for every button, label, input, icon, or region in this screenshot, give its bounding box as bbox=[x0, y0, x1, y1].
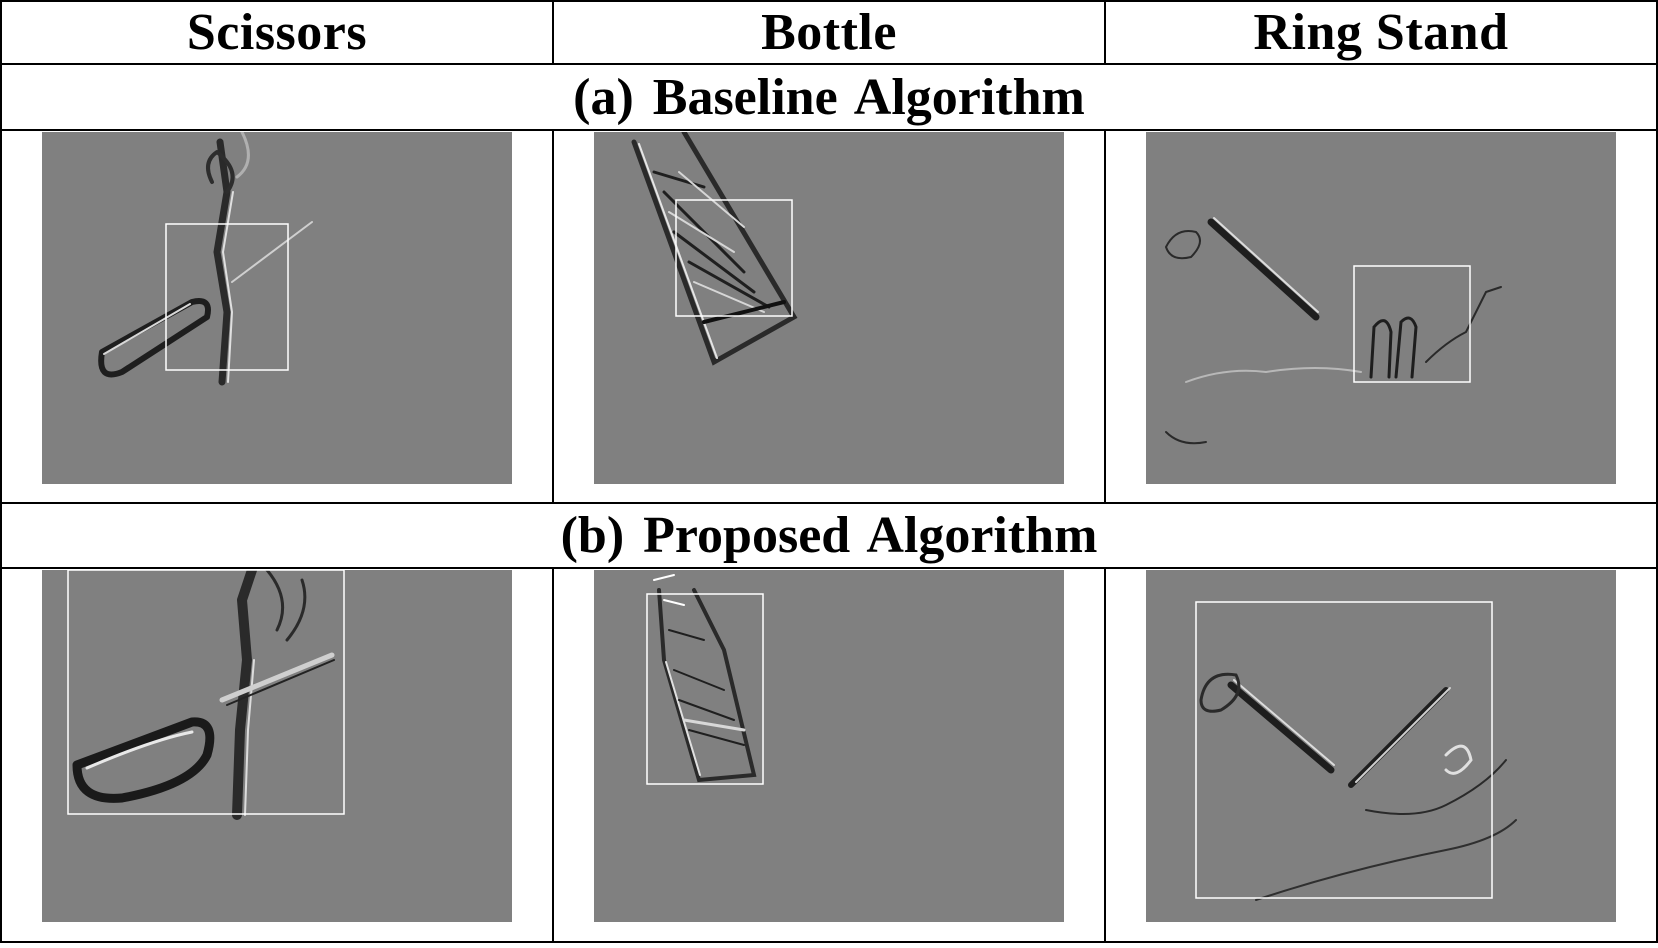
table-rule-bottom bbox=[0, 941, 1658, 943]
scissors-blade-shape bbox=[232, 570, 257, 820]
proposed-ring-stand-event-frame bbox=[1146, 570, 1616, 922]
table-rule-top bbox=[0, 0, 1658, 2]
proposed-scissors-event-frame bbox=[42, 570, 512, 922]
ring-stand-rod-shape bbox=[1227, 681, 1335, 774]
column-header-scissors: Scissors bbox=[186, 4, 368, 61]
baseline-scissors-bounding-box bbox=[165, 223, 289, 371]
scissors-handle-shape bbox=[72, 717, 215, 803]
bottle-outline-shape bbox=[657, 588, 757, 783]
baseline-ring-stand-image bbox=[1146, 132, 1616, 484]
table-rule-col2-row-b bbox=[1104, 567, 1106, 943]
table-rule-col1-row-a bbox=[552, 129, 554, 503]
proposed-ring-stand-image bbox=[1146, 570, 1616, 922]
table-rule-row-a bbox=[0, 502, 1658, 504]
table-rule-col1-header bbox=[552, 0, 554, 64]
column-header-bottle: Bottle bbox=[761, 4, 897, 61]
proposed-scissors-bounding-box bbox=[67, 570, 345, 815]
table-rule-caption-a bbox=[0, 129, 1658, 131]
scissors-handle-shape bbox=[98, 298, 211, 378]
baseline-ring-stand-bounding-box bbox=[1353, 265, 1471, 383]
baseline-bottle-event-frame bbox=[594, 132, 1064, 484]
proposed-bottle-event-frame bbox=[594, 570, 1064, 922]
bottle-outline-shape bbox=[631, 132, 798, 366]
table-rule-left bbox=[0, 0, 2, 943]
table-rule-header bbox=[0, 63, 1658, 65]
baseline-bottle-image bbox=[594, 132, 1064, 484]
baseline-scissors-event-frame bbox=[42, 132, 512, 484]
proposed-bottle-bounding-box bbox=[646, 593, 764, 785]
baseline-ring-stand-event-frame bbox=[1146, 132, 1616, 484]
table-rule-col1-row-b bbox=[552, 567, 554, 943]
proposed-scissors-image bbox=[42, 570, 512, 922]
table-rule-caption-b bbox=[0, 567, 1658, 569]
proposed-bottle-image bbox=[594, 570, 1064, 922]
scissors-blade-shape bbox=[213, 138, 231, 386]
baseline-scissors-image bbox=[42, 132, 512, 484]
proposed-ring-stand-bounding-box bbox=[1195, 601, 1493, 899]
table-rule-right bbox=[1656, 0, 1658, 943]
row-caption-proposed: (b) Proposed Algorithm bbox=[560, 507, 1098, 564]
column-header-ring-stand: Ring Stand bbox=[1253, 4, 1509, 61]
table-rule-col2-row-a bbox=[1104, 129, 1106, 503]
ring-stand-rod-shape bbox=[1207, 218, 1320, 321]
row-caption-baseline: (a) Baseline Algorithm bbox=[573, 68, 1085, 126]
table-rule-col2-header bbox=[1104, 0, 1106, 64]
baseline-bottle-bounding-box bbox=[675, 199, 793, 317]
